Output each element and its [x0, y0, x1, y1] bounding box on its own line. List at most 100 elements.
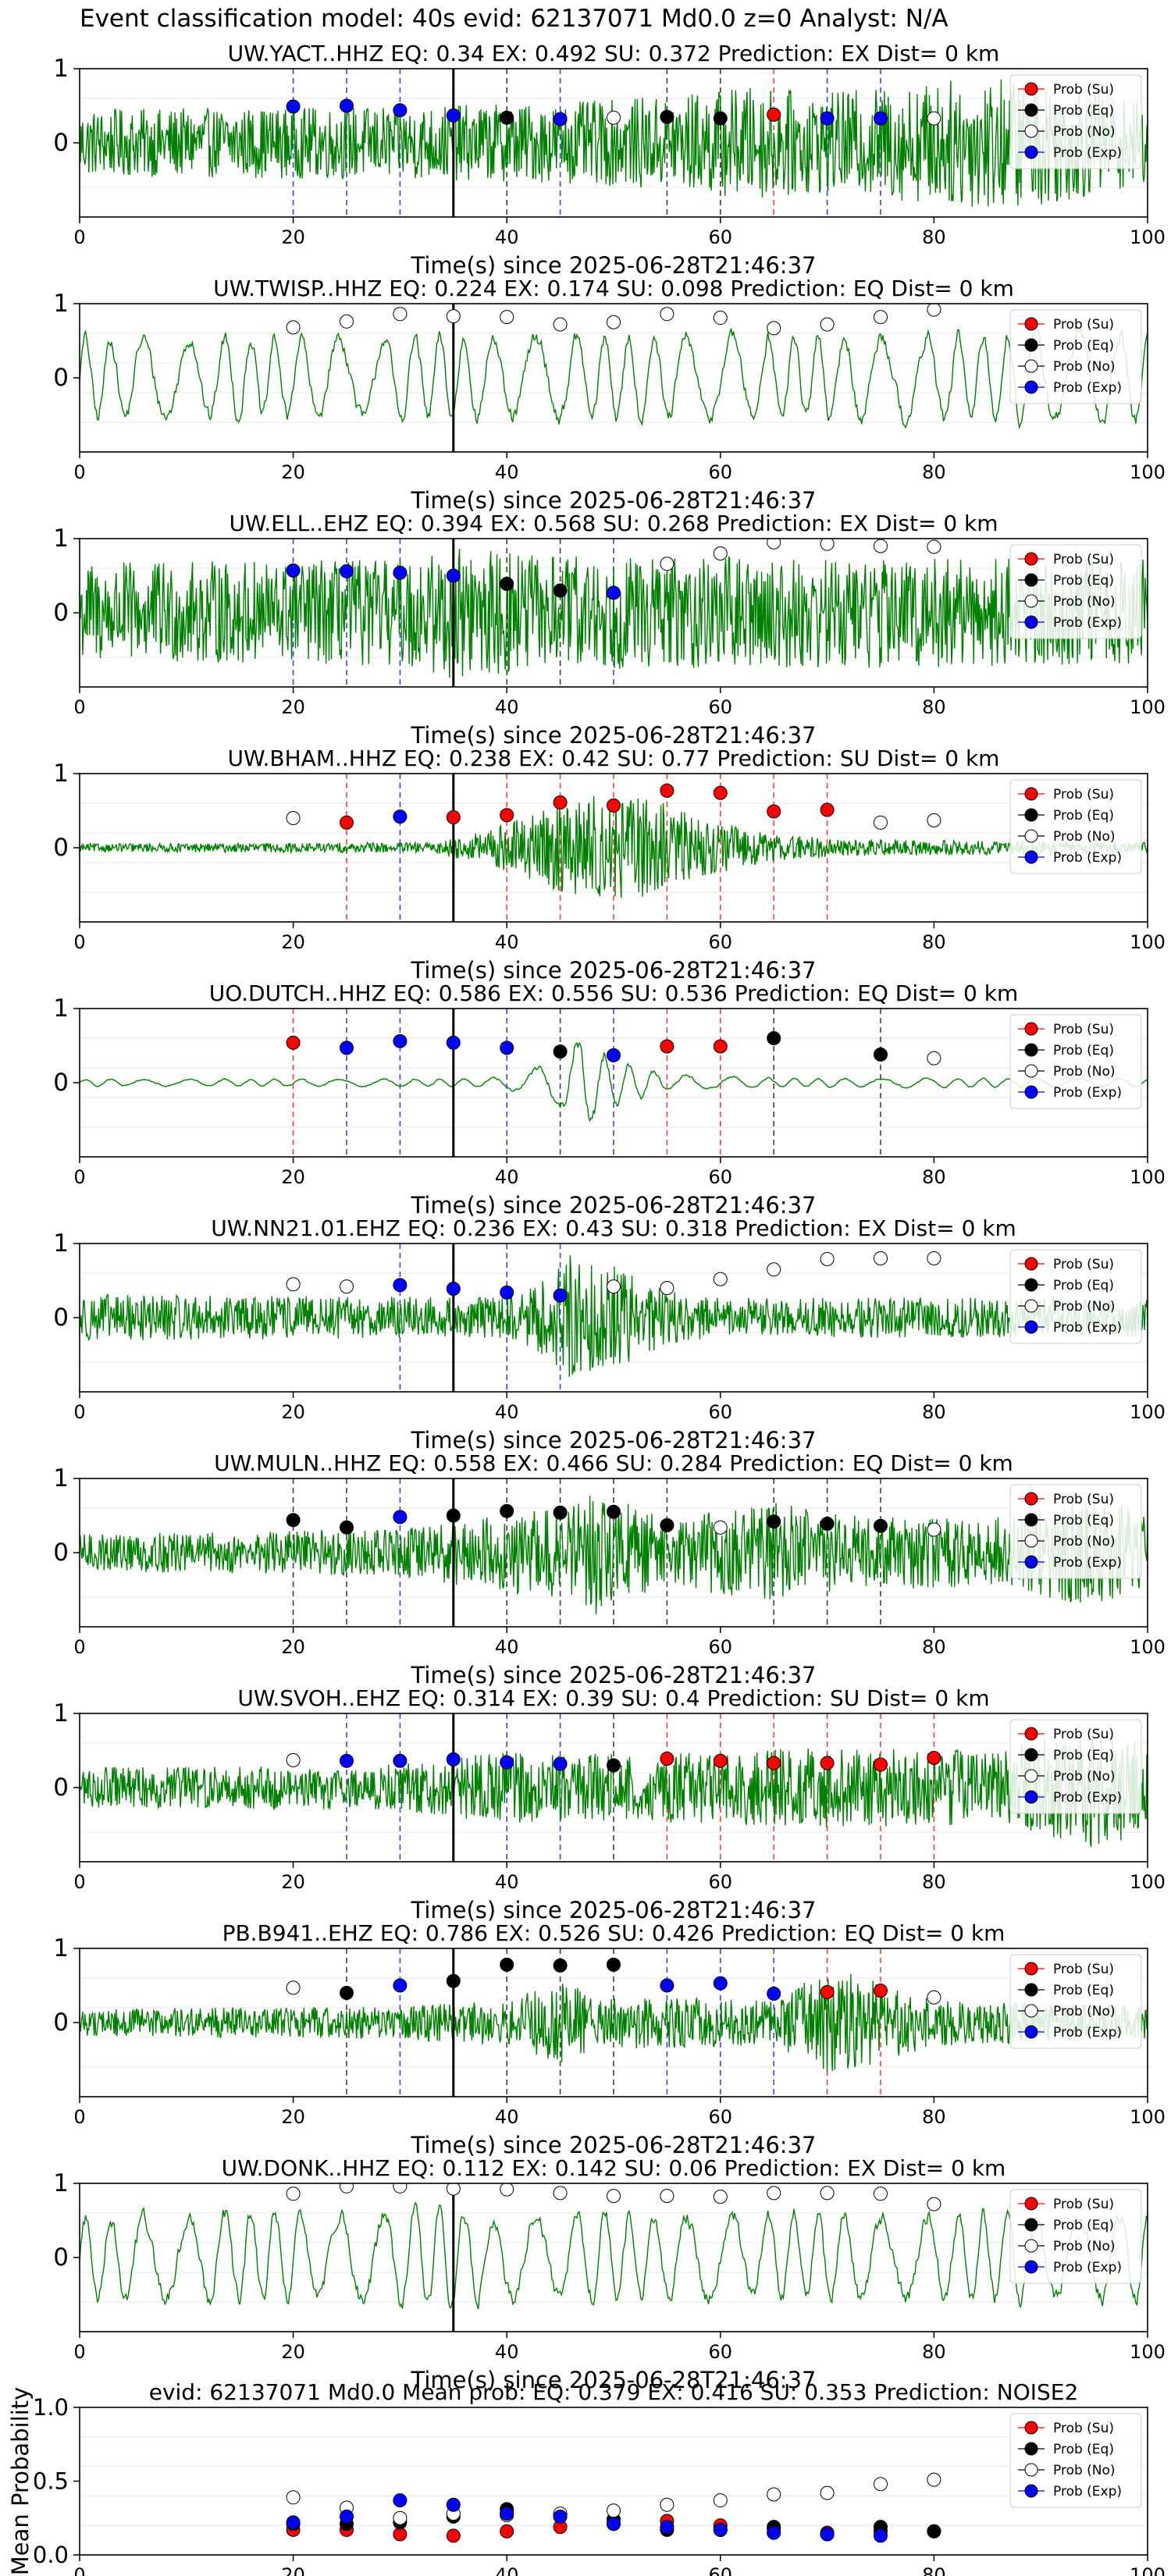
- x-tick-label: 60: [709, 1871, 733, 1893]
- x-tick-label: 20: [281, 2106, 305, 2128]
- panel-title: UW.SVOH..EHZ EQ: 0.314 EX: 0.39 SU: 0.4 …: [237, 1685, 989, 1711]
- x-tick-label: 80: [922, 1636, 946, 1658]
- legend-marker-su: [1024, 787, 1038, 801]
- point-su: [713, 1039, 728, 1054]
- legend-label-exp: Prob (Exp): [1053, 2025, 1122, 2041]
- plot-area: [80, 1948, 1148, 2097]
- legend-marker-su: [1024, 552, 1038, 566]
- point-no: [340, 2183, 354, 2194]
- legend-marker-exp: [1024, 380, 1038, 394]
- plot-area: [80, 539, 1148, 687]
- y-tick-label: 0: [53, 1774, 69, 1802]
- point-su: [660, 783, 674, 798]
- x-tick-label: 40: [495, 226, 519, 248]
- legend-marker-no: [1024, 359, 1038, 373]
- x-tick-label: 40: [495, 2341, 519, 2363]
- legend-label-su: Prob (Su): [1053, 1492, 1114, 1507]
- point-eq: [607, 1957, 621, 1972]
- x-tick-label: 20: [281, 696, 305, 718]
- point-eq: [340, 1986, 354, 2000]
- legend-label-no: Prob (No): [1053, 2004, 1116, 2019]
- x-axis-label: Time(s) since 2025-06-28T21:46:37: [411, 2367, 817, 2393]
- plot-area: [80, 1713, 1148, 1862]
- x-tick-label: 80: [922, 1871, 946, 1893]
- point-no: [874, 2477, 888, 2492]
- point-exp: [340, 2509, 354, 2524]
- axes-frame: [79, 2183, 1148, 2332]
- x-tick-label: 40: [495, 2106, 519, 2128]
- legend-marker-no: [1024, 1534, 1038, 1548]
- x-tick-label: 60: [709, 2564, 733, 2576]
- legend-marker-exp: [1024, 1320, 1038, 1334]
- point-exp: [446, 1035, 461, 1050]
- point-exp: [393, 103, 408, 118]
- point-su: [927, 1751, 941, 1765]
- x-tick-label: 20: [281, 461, 305, 483]
- x-axis-label: Time(s) since 2025-06-28T21:46:37: [411, 1897, 817, 1923]
- chart-panel-9: 0 20 40 60 80 100 0 1 PB.B941..EHZ EQ: 0.786 EX:…: [53, 1920, 1166, 2158]
- chart-panel-8: 0 20 40 60 80 100 0 1 UW.SVOH..EHZ EQ: 0.314 EX:…: [53, 1685, 1166, 1923]
- point-no: [820, 539, 835, 551]
- legend-label-no: Prob (No): [1053, 829, 1116, 845]
- y-tick-label: 0: [53, 364, 69, 392]
- point-exp: [446, 1281, 461, 1296]
- point-no: [713, 2493, 728, 2508]
- legend-marker-eq: [1024, 1278, 1038, 1292]
- legend-marker-eq: [1024, 338, 1038, 352]
- point-exp: [767, 1986, 781, 2001]
- point-no: [927, 1051, 941, 1066]
- plot-area: [80, 69, 1148, 217]
- x-tick-label: 0: [73, 2341, 85, 2363]
- point-exp: [820, 111, 835, 126]
- legend-marker-exp: [1024, 1790, 1038, 1804]
- x-tick-label: 40: [495, 1401, 519, 1423]
- point-no: [927, 539, 941, 554]
- y-tick-label: 0: [53, 129, 69, 157]
- plot-area: [80, 1244, 1148, 1392]
- x-axis-label: Time(s) since 2025-06-28T21:46:37: [411, 1662, 817, 1688]
- point-su: [820, 802, 835, 817]
- y-tick-label: 0.5: [33, 2468, 69, 2495]
- x-tick-label: 40: [495, 2564, 519, 2576]
- point-exp: [340, 98, 354, 113]
- x-axis-label: Time(s) since 2025-06-28T21:46:37: [411, 252, 817, 279]
- legend-label-eq: Prob (Eq): [1053, 2218, 1114, 2233]
- point-exp: [660, 1978, 674, 1993]
- point-eq: [500, 1957, 514, 1972]
- point-no: [446, 309, 461, 324]
- chart-panel-11: 0 20 40 60 80 100 0.0 0.5 1.0 evid: 62137071 Md0.…: [7, 2379, 1166, 2576]
- legend-marker-exp: [1024, 1085, 1038, 1099]
- legend: Prob (Su) Prob (Eq) Prob (No) Prob (Exp): [1009, 309, 1142, 404]
- point-su: [393, 2527, 408, 2542]
- point-su: [713, 785, 728, 800]
- point-su: [446, 2528, 461, 2543]
- panel-title: UW.YACT..HHZ EQ: 0.34 EX: 0.492 SU: 0.37…: [228, 41, 1000, 66]
- legend-label-no: Prob (No): [1053, 1534, 1116, 1550]
- legend-label-no: Prob (No): [1053, 594, 1116, 610]
- point-exp: [607, 585, 621, 600]
- point-no: [874, 815, 888, 830]
- x-tick-label: 80: [922, 461, 946, 483]
- y-tick-label: 0: [53, 1069, 69, 1097]
- point-exp: [286, 563, 301, 578]
- point-no: [607, 110, 621, 125]
- point-no: [927, 1522, 941, 1537]
- legend-marker-eq: [1024, 1983, 1038, 1997]
- legend-marker-no: [1024, 829, 1038, 843]
- x-tick-label: 0: [73, 696, 85, 718]
- x-tick-label: 100: [1130, 2106, 1166, 2128]
- y-tick-label: 0: [53, 834, 69, 862]
- point-exp: [607, 2517, 621, 2532]
- legend: Prob (Su) Prob (Eq) Prob (No) Prob (Exp): [1009, 1249, 1142, 1344]
- chart-panel-10: 0 20 40 60 80 100 0 1 UW.DONK..HHZ EQ: 0.112 EX:…: [53, 2155, 1166, 2393]
- panel-title: PB.B941..EHZ EQ: 0.786 EX: 0.526 SU: 0.4…: [222, 1920, 1005, 1946]
- legend: Prob (Su) Prob (Eq) Prob (No) Prob (Exp): [1009, 2189, 1142, 2284]
- point-exp: [500, 1285, 514, 1300]
- point-eq: [446, 1508, 461, 1523]
- legend-marker-no: [1024, 1064, 1038, 1078]
- y-tick-label: 1: [53, 1464, 69, 1493]
- legend-marker-su: [1024, 317, 1038, 331]
- x-axis-label: Time(s) since 2025-06-28T21:46:37: [411, 487, 817, 514]
- legend-label-no: Prob (No): [1053, 2463, 1116, 2478]
- point-no: [500, 2183, 514, 2197]
